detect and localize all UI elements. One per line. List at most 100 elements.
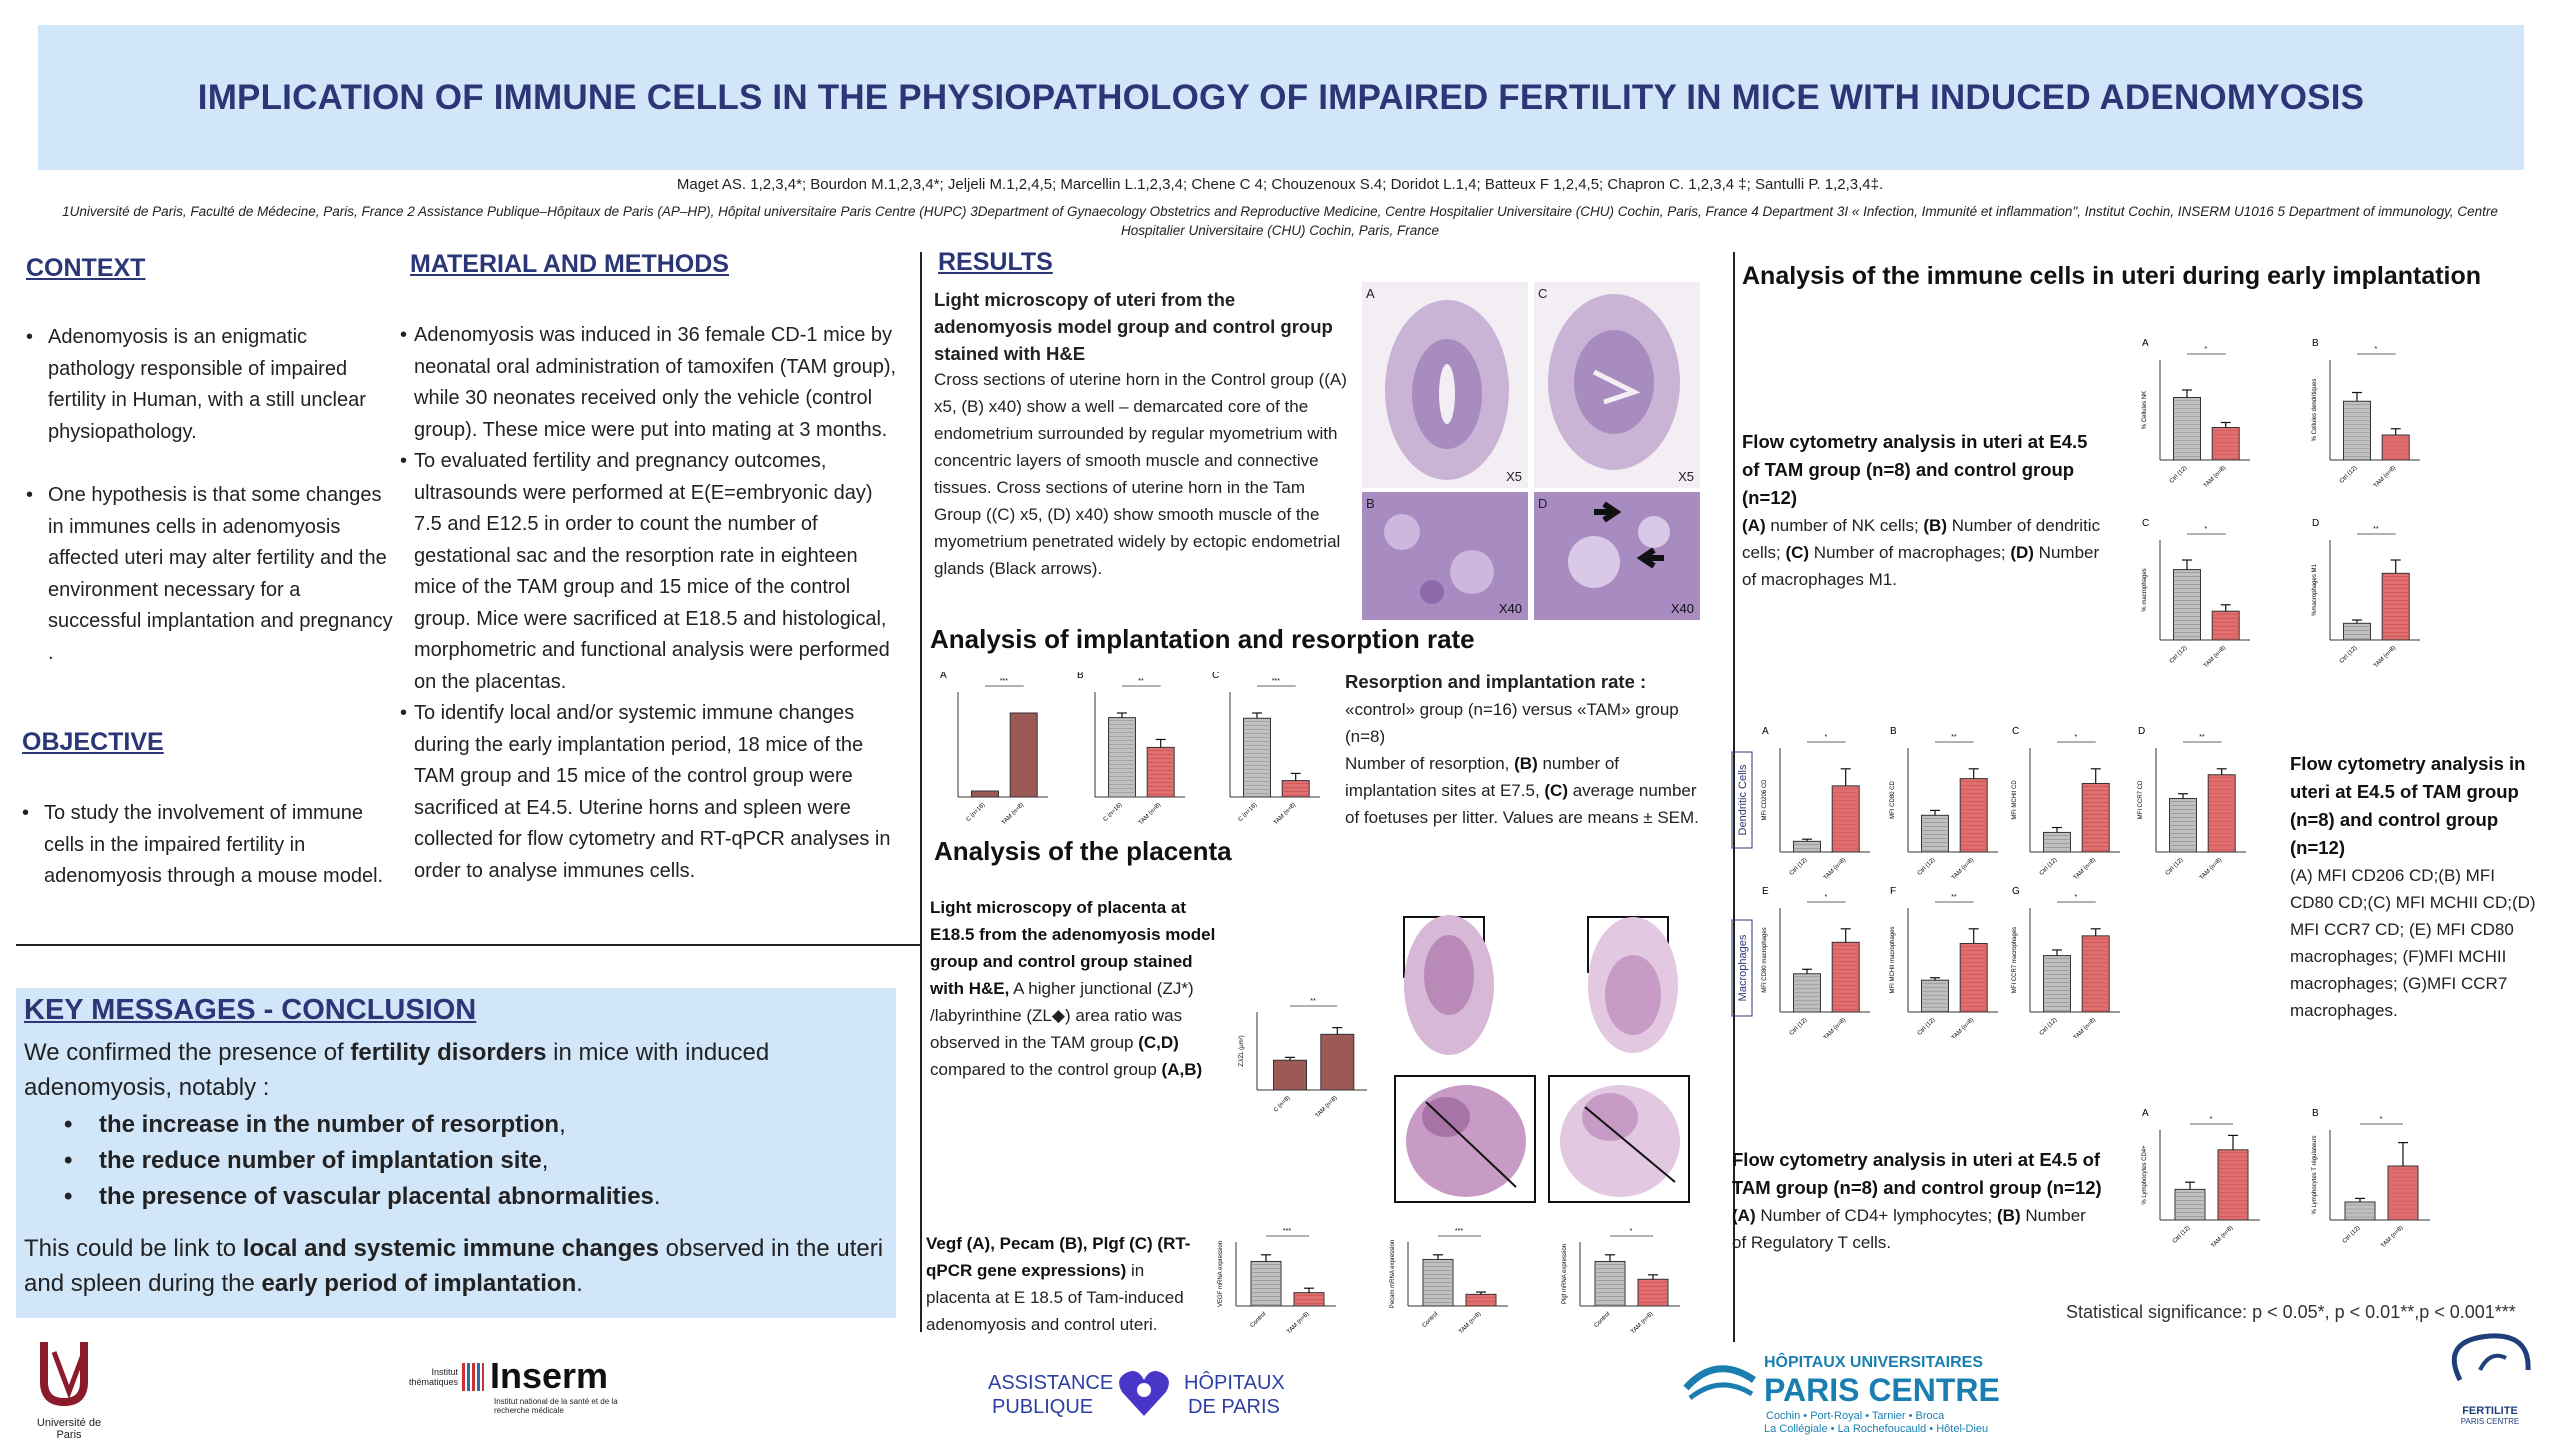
mfi-charts: Ctrl (12) TAM (n=8) * MFI CD206 CD A Ctrl (12… bbox=[1731, 726, 2246, 1038]
y-axis-label: % Cellules dendritiques bbox=[2312, 379, 2318, 442]
authors: Maget AS. 1,2,3,4*; Bourdon M.1,2,3,4*; … bbox=[676, 176, 1884, 193]
poster-title: IMPLICATION OF IMMUNE CELLS IN THE PHYSI… bbox=[197, 77, 2365, 117]
tick-label: Control bbox=[1249, 1311, 1267, 1329]
universite-paris-logo: Université de Paris bbox=[24, 1332, 114, 1440]
impl-text-2: Number of resorption, (B) number of impl… bbox=[1345, 754, 1699, 827]
stat-note: Statistical significance: p < 0.05*, p <… bbox=[2066, 1302, 2516, 1322]
panel-letter: C bbox=[1212, 672, 1219, 681]
fc1-caption: Flow cytometry analysis in uteri at E4.5… bbox=[1742, 431, 2101, 589]
significance-mark: ** bbox=[1138, 678, 1144, 685]
significance-mark: * bbox=[1825, 734, 1828, 741]
bar-1 bbox=[2211, 427, 2240, 461]
chart-MFI-CCR7-CD: Ctrl (12) TAM (n=8) ** MFI CCR7 CD D bbox=[2138, 726, 2246, 881]
significance-mark: * bbox=[1825, 894, 1828, 901]
macrophages-group-label: Macrophages bbox=[1731, 919, 1753, 1017]
chart-pecam: Control TAM (n=8) *** Pecam mRNA expression bbox=[1390, 1228, 1508, 1335]
bar-1 bbox=[1637, 1278, 1669, 1307]
key-item: the reduce number of implantation site, bbox=[64, 1143, 888, 1179]
chart-macrophages: Ctrl (12) TAM (n=8) * % macrophages C bbox=[2142, 518, 2250, 669]
significance-mark: ** bbox=[1310, 998, 1316, 1005]
bar-0 bbox=[1921, 814, 1949, 853]
placenta-image-b bbox=[1394, 1075, 1536, 1203]
tick-label: Ctrl (12) bbox=[2165, 857, 2185, 877]
immune-heading: Analysis of the immune cells in uteri du… bbox=[1742, 262, 2482, 290]
key-item: the increase in the number of resorption… bbox=[64, 1107, 888, 1143]
placenta-image-d bbox=[1548, 1075, 1690, 1203]
bar-0 bbox=[1273, 1059, 1307, 1091]
tick-label: TAM (n=8) bbox=[1951, 1017, 1975, 1038]
chart-implantation-A: C (n=16) TAM (n=8) *** A bbox=[940, 672, 1048, 826]
tick-label: TAM (n=8) bbox=[1138, 802, 1162, 826]
panel-letter: G bbox=[2012, 886, 2020, 897]
bar-1 bbox=[1959, 942, 1988, 1013]
tick-label: Ctrl (12) bbox=[2172, 1225, 2192, 1245]
dendritic-group-label: Dendritic Cells bbox=[1731, 751, 1753, 849]
significance-mark: * bbox=[2380, 1116, 2383, 1123]
tick-label: TAM (n=8) bbox=[2073, 1017, 2097, 1038]
micro-label: X5 bbox=[1678, 469, 1694, 484]
y-axis-label: % Cellules NK bbox=[2142, 391, 2148, 429]
tick-label: TAM (n=8) bbox=[1286, 1311, 1310, 1335]
context-bullet: One hypothesis is that some changes in i… bbox=[26, 480, 396, 669]
tick-label: TAM (n=8) bbox=[2373, 465, 2397, 489]
bar-0 bbox=[2343, 400, 2371, 461]
y-axis-label: Pecam mRNA expression bbox=[1390, 1240, 1396, 1308]
bar-0 bbox=[1108, 717, 1136, 798]
chart-MFI-MCHII-CD: Ctrl (12) TAM (n=8) * MFI MCHII CD C bbox=[2012, 726, 2120, 881]
placenta-ratio-chart: C (n=8) TAM (n=8) ** ZJ/ZL (μm²) bbox=[1239, 998, 1367, 1119]
placenta-heading: Analysis of the placenta bbox=[934, 836, 1232, 866]
tick-label: Ctrl (12) bbox=[1917, 857, 1937, 877]
lm-text: Cross sections of uterine horn in the Co… bbox=[934, 370, 1347, 578]
bar-0 bbox=[1243, 717, 1271, 798]
aphp-logo: ASSISTANCE PUBLIQUE HÔPITAUX DE PARIS bbox=[988, 1371, 1285, 1418]
key-item: the presence of vascular placental abnor… bbox=[64, 1179, 888, 1215]
chart-macrophages-M1: Ctrl (12) TAM (n=8) ** %macrophages M1 D bbox=[2312, 518, 2420, 669]
y-axis-label: MFI CD206 CD bbox=[1762, 779, 1768, 821]
y-axis-label: %macrophages M1 bbox=[2312, 563, 2318, 615]
micro-image-b: B X40 bbox=[1362, 492, 1528, 620]
tick-label: Ctrl (12) bbox=[2342, 1225, 2362, 1245]
tick-label: Ctrl (12) bbox=[2039, 1017, 2059, 1037]
tick-label: TAM (n=8) bbox=[1315, 1095, 1339, 1119]
micro-label: B bbox=[1366, 496, 1375, 511]
objective-bullet: To study the involvement of immune cells… bbox=[22, 798, 392, 893]
tick-label: Ctrl (12) bbox=[2039, 857, 2059, 877]
methods-bullet: Adenomyosis was induced in 36 female CD-… bbox=[400, 320, 905, 446]
bar-1 bbox=[2081, 935, 2110, 1013]
implantation-charts: C (n=16) TAM (n=8) *** A C (n=16) TAM (n=8) **… bbox=[940, 672, 1320, 826]
bar-1 bbox=[2211, 610, 2240, 641]
y-axis-label: % macrophages bbox=[2142, 568, 2148, 611]
bar-1 bbox=[1146, 746, 1175, 798]
tick-label: TAM (n=8) bbox=[1823, 857, 1847, 881]
tick-label: TAM (n=8) bbox=[2203, 645, 2227, 669]
significance-mark: ** bbox=[1951, 894, 1957, 901]
divider-right bbox=[1733, 252, 1735, 1342]
y-axis-label: MFI CD80 macrophages bbox=[1762, 927, 1768, 992]
chart-vegf: Control TAM (n=8) *** VEGF mRNA expression bbox=[1218, 1228, 1336, 1335]
bar-1 bbox=[1009, 712, 1038, 798]
vegf-caption: Vegf (A), Pecam (B), Plgf (C) (RT-qPCR g… bbox=[926, 1234, 1191, 1334]
objective-list: To study the involvement of immune cells… bbox=[22, 798, 392, 925]
bar-1 bbox=[2381, 434, 2410, 461]
divider-left bbox=[920, 252, 922, 1332]
panel-letter: C bbox=[2012, 726, 2019, 737]
chart-MFI-CD206-CD: Ctrl (12) TAM (n=8) * MFI CD206 CD A bbox=[1762, 726, 1870, 881]
tick-label: Ctrl (12) bbox=[2339, 645, 2359, 665]
context-list: Adenomyosis is an enigmatic pathology re… bbox=[26, 322, 396, 701]
key-list: the increase in the number of resorption… bbox=[24, 1107, 888, 1215]
panel-letter: D bbox=[2312, 518, 2319, 529]
tick-label: C (n=16) bbox=[1103, 802, 1124, 823]
tick-label: TAM (n=8) bbox=[2199, 857, 2223, 881]
micro-label: D bbox=[1538, 496, 1548, 511]
placenta-image-c bbox=[1578, 915, 1708, 1065]
bar-1 bbox=[1959, 778, 1988, 853]
significance-mark: ** bbox=[2373, 526, 2379, 533]
panel-letter: A bbox=[2142, 338, 2149, 349]
bar-1 bbox=[2207, 774, 2236, 853]
methods-bullet: To evaluated fertility and pregnancy out… bbox=[400, 446, 905, 698]
bar-1 bbox=[1831, 785, 1860, 853]
panel-letter: A bbox=[1762, 726, 1769, 737]
key-paragraph-1: We confirmed the presence of fertility d… bbox=[24, 1039, 770, 1101]
tick-label: Ctrl (12) bbox=[2169, 465, 2189, 485]
